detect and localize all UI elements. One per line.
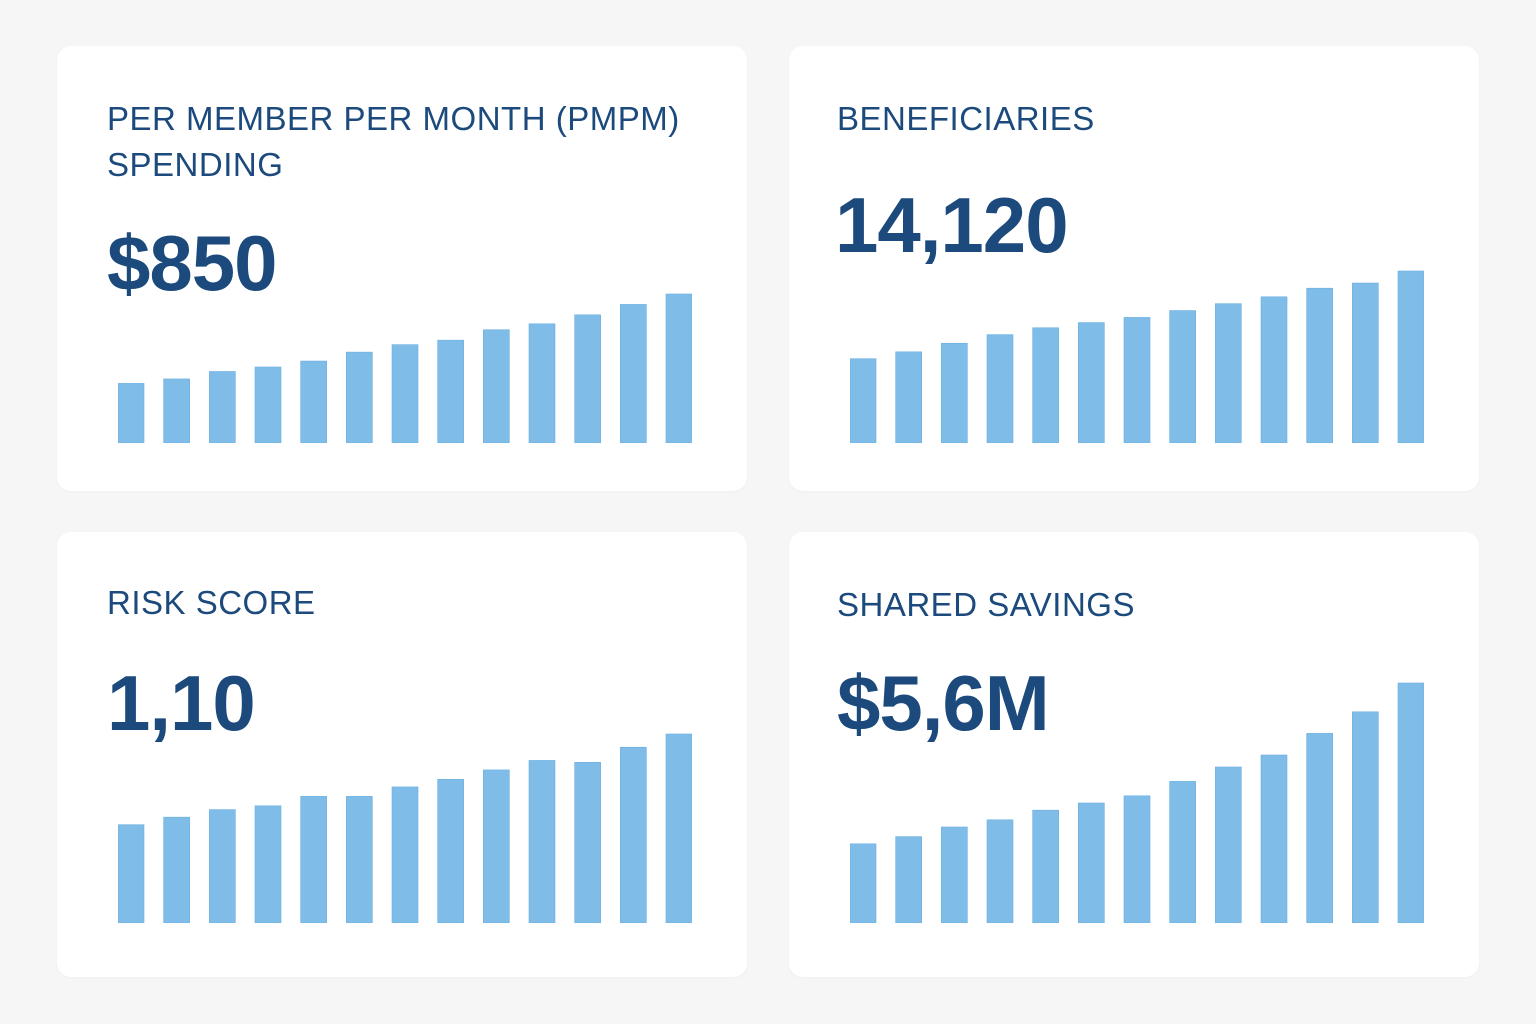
bar <box>1352 282 1379 443</box>
bar <box>118 824 145 923</box>
bar <box>300 796 327 923</box>
bar <box>254 805 282 923</box>
bar <box>574 762 601 923</box>
bar <box>1078 322 1105 443</box>
bar <box>209 371 236 443</box>
bar <box>1306 733 1333 923</box>
bar <box>665 733 692 923</box>
bar <box>483 329 510 443</box>
bar <box>665 293 692 443</box>
bar <box>1352 711 1379 923</box>
bar-chart <box>850 682 1424 923</box>
card-title: SHARED SAVINGS <box>837 586 1135 623</box>
bar <box>528 760 556 923</box>
bar <box>1260 296 1288 443</box>
bar <box>346 351 373 443</box>
bar <box>1260 754 1288 923</box>
card-title: PER MEMBER PER MONTH (PMPM) SPENDING <box>107 100 680 183</box>
bar <box>118 383 145 443</box>
bar <box>437 779 464 923</box>
bar <box>941 826 968 923</box>
bar <box>986 819 1014 923</box>
bar <box>346 796 373 923</box>
bar <box>1306 287 1333 443</box>
bar <box>483 769 510 923</box>
bar <box>1078 802 1105 923</box>
bar <box>850 358 877 443</box>
bar <box>254 366 282 443</box>
bar <box>163 816 190 923</box>
kpi-value: $850 <box>107 219 278 307</box>
kpi-card-pmpm: PER MEMBER PER MONTH (PMPM) SPENDING $85… <box>57 46 747 491</box>
bar <box>391 786 419 923</box>
bar <box>941 342 968 443</box>
bar <box>163 378 190 443</box>
kpi-value: $5,6M <box>837 659 1050 747</box>
bar <box>1169 781 1196 923</box>
bar-chart-svg <box>850 682 1424 923</box>
bar-chart <box>118 293 692 443</box>
bar-chart <box>118 733 692 923</box>
bar <box>1215 303 1242 443</box>
bar-chart-svg <box>118 733 692 923</box>
bar <box>895 836 922 923</box>
bar <box>574 314 601 443</box>
bar <box>391 344 419 443</box>
kpi-card-beneficiaries: BENEFICIARIES 14,120 <box>789 46 1479 491</box>
bar <box>895 351 922 443</box>
bar <box>1169 310 1196 443</box>
kpi-card-risk-score: RISK SCORE 1,10 <box>57 532 747 977</box>
bar <box>1123 317 1151 443</box>
bar <box>1032 809 1059 923</box>
bar <box>300 360 327 443</box>
bar <box>1123 795 1151 923</box>
bar <box>986 334 1014 443</box>
bar-chart-svg <box>850 270 1424 443</box>
bar <box>1397 270 1424 443</box>
card-title: RISK SCORE <box>107 584 316 621</box>
bar <box>1397 682 1424 923</box>
bar <box>1215 766 1242 923</box>
card-title: BENEFICIARIES <box>837 100 1095 137</box>
kpi-card-shared-savings: SHARED SAVINGS $5,6M <box>789 532 1479 977</box>
bar <box>620 304 647 443</box>
bar-chart <box>850 270 1424 443</box>
bar <box>528 323 556 443</box>
kpi-value: 1,10 <box>107 659 256 747</box>
bar-chart-svg <box>118 293 692 443</box>
bar <box>209 809 236 923</box>
bar <box>437 339 464 443</box>
kpi-value: 14,120 <box>835 181 1069 269</box>
bar <box>1032 327 1059 443</box>
bar <box>620 746 647 923</box>
bar <box>850 843 877 923</box>
